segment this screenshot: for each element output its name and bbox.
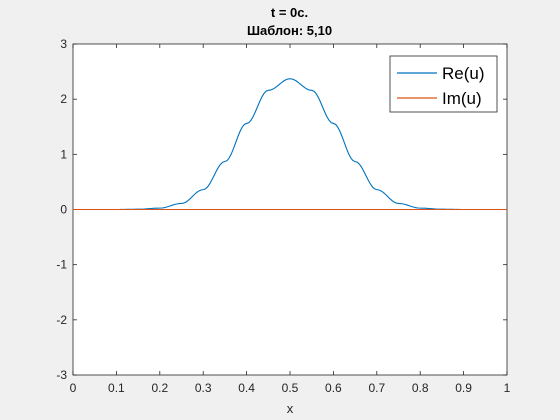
chart-title-line-2: Шаблон: 5,10 <box>247 23 332 38</box>
x-axis-label: x <box>287 401 294 416</box>
legend-label-re: Re(u) <box>442 64 485 83</box>
legend: Re(u) Im(u) <box>389 55 498 113</box>
x-tick-label: 0 <box>70 381 77 395</box>
y-tick-label: -1 <box>56 258 67 272</box>
x-tick-label: 0.2 <box>151 381 168 395</box>
series-lines <box>73 78 507 211</box>
axis-ticks: 0 0.1 0.2 0.3 0.4 0.5 0.6 0.7 0.8 0.9 1 -3 -2 -1 0 1 2 3 <box>56 37 510 395</box>
series-line-re <box>73 78 507 211</box>
x-tick-label: 0.3 <box>195 381 212 395</box>
y-tick-label: 0 <box>60 203 67 217</box>
y-tick-label: 3 <box>60 37 67 51</box>
x-tick-label: 0.7 <box>368 381 385 395</box>
x-tick-label: 0.8 <box>412 381 429 395</box>
x-tick-label: 0.4 <box>238 381 255 395</box>
chart-title-line-1: t = 0c. <box>271 5 308 20</box>
x-tick-label: 0.6 <box>325 381 342 395</box>
legend-label-im: Im(u) <box>442 89 482 108</box>
x-tick-label: 1 <box>504 381 511 395</box>
legend-box <box>389 55 498 113</box>
y-tick-label: 1 <box>60 147 67 161</box>
y-tick-label: 2 <box>60 92 67 106</box>
y-tick-label: -2 <box>56 313 67 327</box>
x-tick-label: 0.9 <box>455 381 472 395</box>
x-tick-label: 0.1 <box>108 381 125 395</box>
y-tick-label: -3 <box>56 368 67 382</box>
x-tick-label: 0.5 <box>282 381 299 395</box>
